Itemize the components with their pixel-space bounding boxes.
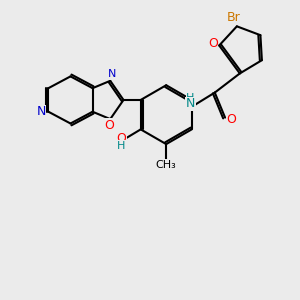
Text: H: H	[117, 141, 126, 151]
Text: N: N	[107, 69, 116, 79]
Text: H: H	[186, 93, 194, 103]
Text: N: N	[36, 105, 46, 118]
Text: O: O	[117, 132, 127, 145]
Text: CH₃: CH₃	[156, 160, 177, 170]
Text: Br: Br	[227, 11, 241, 24]
Text: O: O	[104, 119, 114, 132]
Text: N: N	[186, 97, 195, 110]
Text: O: O	[208, 38, 218, 50]
Text: O: O	[226, 112, 236, 126]
